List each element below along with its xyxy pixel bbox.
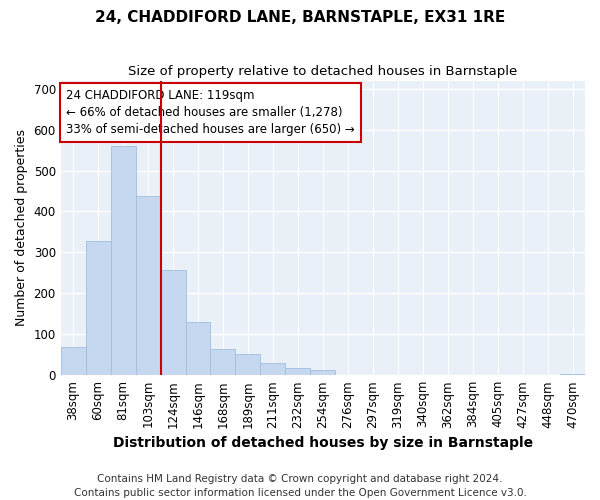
Bar xyxy=(211,348,235,375)
Bar xyxy=(185,322,211,375)
Bar xyxy=(286,368,310,375)
X-axis label: Distribution of detached houses by size in Barnstaple: Distribution of detached houses by size … xyxy=(113,436,533,450)
Text: 24 CHADDIFORD LANE: 119sqm
← 66% of detached houses are smaller (1,278)
33% of s: 24 CHADDIFORD LANE: 119sqm ← 66% of deta… xyxy=(66,90,355,136)
Bar xyxy=(560,374,585,375)
Bar xyxy=(260,363,286,375)
Bar xyxy=(310,370,335,375)
Bar xyxy=(61,346,86,375)
Bar xyxy=(86,241,110,375)
Text: Contains HM Land Registry data © Crown copyright and database right 2024.
Contai: Contains HM Land Registry data © Crown c… xyxy=(74,474,526,498)
Bar xyxy=(136,196,161,375)
Bar xyxy=(235,354,260,375)
Text: 24, CHADDIFORD LANE, BARNSTAPLE, EX31 1RE: 24, CHADDIFORD LANE, BARNSTAPLE, EX31 1R… xyxy=(95,10,505,25)
Title: Size of property relative to detached houses in Barnstaple: Size of property relative to detached ho… xyxy=(128,65,517,78)
Bar xyxy=(161,270,185,375)
Y-axis label: Number of detached properties: Number of detached properties xyxy=(15,130,28,326)
Bar xyxy=(110,146,136,375)
